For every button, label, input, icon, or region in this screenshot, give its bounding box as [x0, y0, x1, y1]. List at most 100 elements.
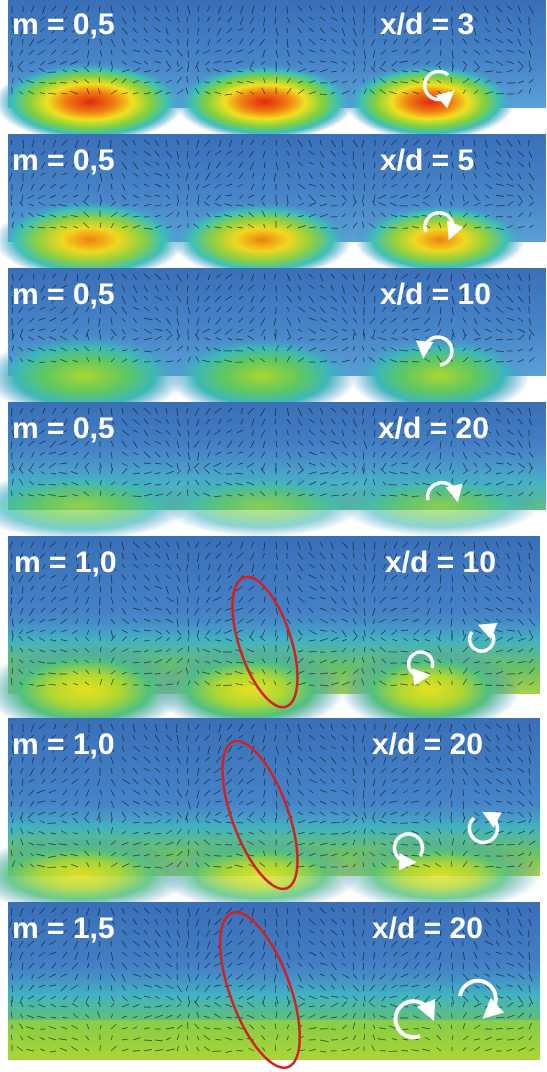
velocity-vector — [319, 811, 326, 816]
velocity-vector — [388, 800, 398, 804]
velocity-vector — [176, 995, 183, 1003]
velocity-vector — [202, 671, 211, 675]
velocity-vector — [528, 951, 531, 961]
velocity-vector — [121, 800, 129, 807]
velocity-vector — [391, 337, 398, 341]
velocity-vector — [427, 929, 431, 938]
velocity-vector — [11, 27, 15, 35]
velocity-vector — [214, 407, 222, 414]
velocity-vector — [176, 1046, 179, 1052]
velocity-vector — [187, 306, 191, 315]
velocity-vector — [517, 183, 524, 192]
velocity-vector — [99, 346, 102, 352]
velocity-vector — [297, 215, 304, 218]
velocity-vector — [121, 284, 126, 292]
velocity-vector — [121, 723, 125, 731]
velocity-vector — [371, 1045, 376, 1052]
velocity-vector — [473, 440, 481, 447]
velocity-vector — [165, 306, 172, 312]
velocity-vector — [154, 962, 161, 969]
velocity-vector — [484, 60, 493, 64]
velocity-vector — [99, 984, 102, 990]
velocity-vector — [176, 335, 181, 341]
velocity-vector — [473, 636, 479, 642]
velocity-vector — [143, 574, 150, 581]
velocity-vector — [319, 27, 325, 34]
velocity-vector — [495, 81, 502, 84]
velocity-vector — [352, 284, 359, 293]
velocity-vector — [215, 995, 222, 1000]
velocity-vector — [330, 659, 338, 664]
velocity-vector — [506, 27, 513, 32]
velocity-vector — [18, 618, 24, 624]
velocity-vector — [154, 984, 163, 989]
velocity-vector — [165, 607, 172, 615]
velocity-vector — [20, 1035, 24, 1041]
velocity-vector — [121, 213, 129, 218]
velocity-vector — [258, 840, 266, 846]
velocity-vector — [11, 860, 16, 868]
velocity-vector — [18, 574, 24, 583]
velocity-vector — [110, 827, 114, 835]
velocity-vector — [362, 328, 365, 337]
velocity-vector — [49, 336, 57, 341]
velocity-vector — [247, 335, 255, 341]
velocity-vector — [437, 317, 442, 326]
velocity-vector — [154, 778, 161, 785]
velocity-vector — [215, 629, 222, 635]
velocity-vector — [121, 183, 126, 192]
velocity-vector — [49, 440, 57, 448]
velocity-vector — [143, 194, 151, 198]
velocity-vector — [352, 839, 356, 846]
velocity-vector — [297, 469, 304, 475]
velocity-vector — [484, 91, 494, 95]
velocity-vector — [165, 284, 171, 291]
velocity-vector — [62, 951, 68, 958]
velocity-vector — [372, 607, 376, 617]
velocity-vector — [451, 295, 455, 305]
velocity-vector — [31, 284, 35, 293]
velocity-vector — [341, 440, 347, 449]
velocity-vector — [506, 284, 510, 290]
velocity-vector — [286, 840, 293, 846]
velocity-vector — [330, 789, 337, 792]
velocity-vector — [373, 680, 376, 686]
velocity-vector — [370, 38, 376, 47]
velocity-vector — [381, 811, 387, 819]
velocity-vector — [204, 306, 211, 312]
velocity-vector — [19, 295, 24, 301]
circular-arrow-icon — [392, 832, 425, 871]
velocity-vector — [132, 821, 140, 824]
velocity-vector — [473, 811, 480, 817]
velocity-vector — [437, 645, 442, 653]
velocity-vector — [308, 563, 315, 569]
velocity-vector — [11, 1011, 13, 1019]
velocity-vector — [308, 639, 316, 642]
velocity-vector — [400, 493, 409, 497]
velocity-vector — [352, 481, 358, 486]
velocity-vector — [373, 596, 376, 603]
velocity-vector — [11, 973, 14, 981]
velocity-vector — [74, 585, 79, 593]
velocity-vector — [402, 161, 409, 165]
velocity-vector — [227, 973, 233, 980]
velocity-vector — [236, 429, 244, 434]
velocity-vector — [379, 789, 387, 796]
velocity-vector — [297, 429, 300, 435]
velocity-vector — [319, 418, 324, 426]
velocity-vector — [97, 907, 101, 916]
velocity-vector — [382, 150, 387, 156]
velocity-vector — [176, 150, 180, 159]
velocity-vector — [517, 194, 523, 202]
velocity-vector — [196, 818, 200, 824]
velocity-vector — [275, 585, 277, 594]
velocity-vector — [438, 199, 442, 207]
velocity-vector — [261, 418, 266, 427]
velocity-vector — [238, 295, 244, 300]
velocity-vector — [143, 70, 151, 73]
velocity-vector — [286, 962, 291, 969]
velocity-vector — [506, 563, 511, 571]
velocity-vector — [528, 183, 534, 191]
velocity-vector — [225, 638, 233, 642]
velocity-vector — [63, 5, 68, 14]
